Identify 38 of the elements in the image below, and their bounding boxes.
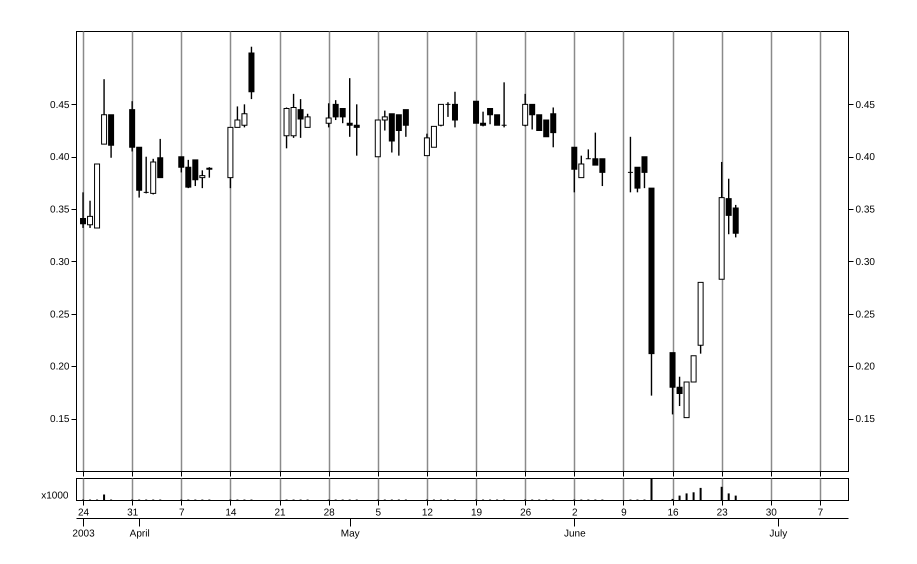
x-tick-label: 30 [766, 508, 778, 518]
x-tick-label: 7 [818, 508, 824, 518]
y-axis-title: x1000 [41, 490, 69, 502]
x-tick-label: 24 [78, 508, 90, 518]
y-tick-label: 0.15 [50, 414, 70, 426]
y-tick-label: 0.20 [50, 362, 70, 373]
y-tick-label: 0.45 [50, 100, 70, 111]
x-tick-label: 12 [422, 508, 434, 518]
x-tick-label: 2 [572, 508, 578, 518]
x-tick-label: 21 [274, 508, 286, 518]
y2-tick-label: 0.40 [856, 152, 876, 164]
x2-tick-label: 2003 [72, 528, 96, 540]
candlestick [206, 166, 212, 178]
x-tick-label: 7 [178, 508, 185, 518]
x2-tick-label: April [130, 528, 150, 540]
y-tick-label: 0.30 [50, 256, 70, 268]
x-tick-label: 14 [225, 508, 237, 518]
x-tick-label: 31 [127, 508, 139, 518]
candlestick [326, 102, 332, 128]
x-tick-label: 16 [667, 508, 680, 518]
y-tick-label: 0.35 [50, 204, 70, 216]
y2-tick-label: 0.15 [856, 414, 876, 426]
x2-tick-label: June [564, 528, 586, 540]
x-tick-label: 19 [470, 508, 483, 518]
x-tick-label: 5 [376, 508, 382, 518]
y2-tick-label: 0.35 [856, 204, 876, 216]
x-tick-label: 26 [520, 508, 532, 518]
x-tick-label: 9 [621, 508, 628, 518]
y2-tick-label: 0.45 [856, 100, 876, 111]
x-tick-label: 28 [324, 508, 336, 518]
y2-tick-label: 0.25 [856, 309, 876, 320]
y2-tick-label: 0.20 [856, 362, 876, 373]
x2-tick-label: July [769, 528, 788, 540]
y-tick-label: 0.40 [50, 152, 70, 164]
x-tick-label: 23 [716, 508, 728, 518]
x2-tick-label: May [340, 528, 360, 540]
y-tick-label: 0.25 [50, 309, 70, 320]
y2-tick-label: 0.30 [856, 256, 876, 268]
